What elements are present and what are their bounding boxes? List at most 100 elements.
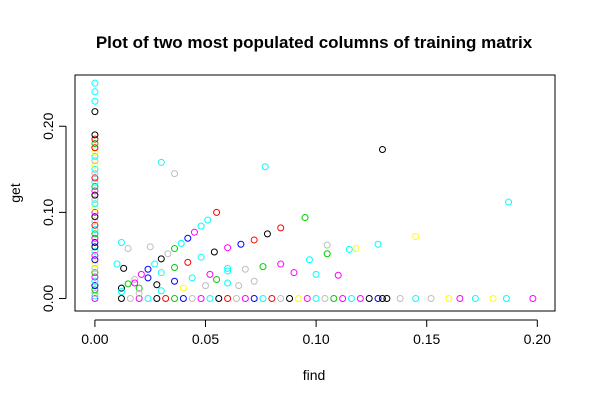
data-point	[157, 287, 165, 295]
data-point	[224, 264, 232, 272]
data-point	[91, 191, 99, 199]
data-point	[330, 295, 338, 303]
data-point	[396, 295, 404, 303]
data-point	[91, 195, 99, 203]
data-point	[237, 240, 245, 248]
data-point	[157, 255, 165, 263]
data-point	[356, 295, 364, 303]
data-point	[120, 264, 128, 272]
data-point	[91, 174, 99, 182]
data-point	[197, 222, 205, 230]
data-point	[113, 260, 121, 268]
data-point	[235, 282, 243, 290]
data-point	[505, 198, 513, 206]
data-point	[334, 271, 342, 279]
data-point	[427, 295, 435, 303]
y-axis: 0.00 0.10 0.20	[40, 112, 67, 312]
data-point	[383, 295, 391, 303]
data-point	[241, 295, 249, 303]
data-point	[323, 250, 331, 258]
data-point	[91, 144, 99, 152]
data-point	[91, 226, 99, 234]
data-point	[277, 260, 285, 268]
data-point	[206, 295, 214, 303]
data-point	[263, 230, 271, 238]
data-point	[188, 274, 196, 282]
data-point	[210, 248, 218, 256]
data-point	[146, 243, 154, 251]
data-point	[124, 280, 132, 288]
data-point	[124, 245, 132, 253]
data-point	[374, 295, 382, 303]
data-point	[290, 269, 298, 277]
data-point	[91, 183, 99, 191]
data-point	[91, 282, 99, 290]
data-point	[301, 214, 309, 222]
data-point	[91, 221, 99, 229]
data-point	[91, 264, 99, 272]
data-point	[91, 131, 99, 139]
data-point	[312, 270, 320, 278]
data-point	[471, 295, 479, 303]
data-point	[91, 170, 99, 178]
data-point	[91, 88, 99, 96]
data-point	[171, 245, 179, 253]
data-point	[179, 295, 187, 303]
data-point	[135, 289, 143, 297]
x-tick-label: 0.15	[413, 331, 440, 347]
data-point	[151, 260, 159, 268]
data-point	[91, 161, 99, 169]
data-point	[286, 295, 294, 303]
data-point	[131, 276, 139, 284]
data-point	[489, 295, 497, 303]
data-point	[91, 269, 99, 277]
data-point	[294, 295, 302, 303]
data-point	[144, 295, 152, 303]
data-point	[213, 208, 221, 216]
data-point	[277, 224, 285, 232]
data-point	[91, 152, 99, 160]
data-point	[250, 277, 258, 285]
data-point	[268, 295, 276, 303]
data-point	[303, 295, 311, 303]
data-point	[184, 258, 192, 266]
data-point	[91, 108, 99, 116]
data-point	[91, 148, 99, 156]
data-point	[91, 273, 99, 281]
data-point	[171, 295, 179, 303]
data-point	[202, 282, 210, 290]
data-point	[91, 260, 99, 268]
data-point	[277, 295, 285, 303]
y-axis-label: get	[7, 183, 23, 203]
data-point	[131, 279, 139, 287]
data-point	[197, 295, 205, 303]
data-point	[305, 256, 313, 264]
data-point	[339, 295, 347, 303]
data-point	[91, 178, 99, 186]
data-point	[117, 295, 125, 303]
data-point	[117, 288, 125, 296]
chart-title: Plot of two most populated columns of tr…	[96, 33, 533, 52]
data-point	[157, 158, 165, 166]
data-point	[190, 228, 198, 236]
x-tick-label: 0.00	[81, 331, 108, 347]
data-point	[456, 295, 464, 303]
data-point	[412, 295, 420, 303]
data-point	[224, 295, 232, 303]
data-point	[445, 295, 453, 303]
data-point	[117, 239, 125, 247]
data-point	[91, 295, 99, 303]
data-point	[204, 216, 212, 224]
data-point	[259, 295, 267, 303]
data-point	[91, 213, 99, 221]
x-tick-label: 0.05	[192, 331, 219, 347]
data-point	[213, 276, 221, 284]
y-tick-label: 0.20	[40, 112, 56, 139]
data-point	[232, 295, 240, 303]
data-point	[91, 289, 99, 297]
data-point	[352, 245, 360, 253]
data-point	[126, 295, 134, 303]
data-point	[206, 270, 214, 278]
data-point	[224, 244, 232, 252]
